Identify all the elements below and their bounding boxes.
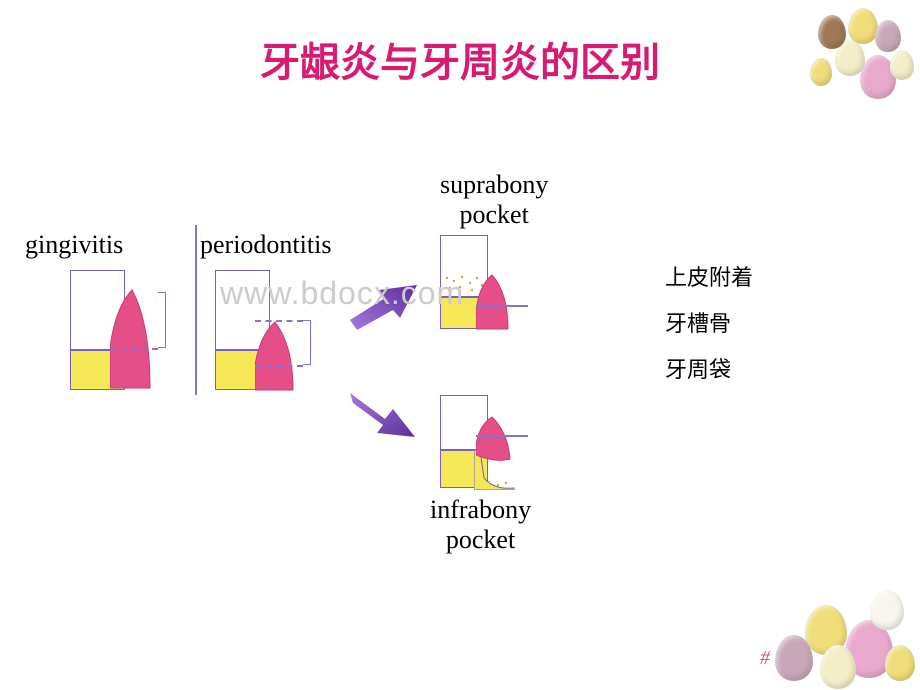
gingiva-shape [476, 273, 526, 331]
candy-decoration-bottom [750, 550, 920, 690]
label-suprabony-l1: suprabony [440, 170, 548, 200]
candy-decoration-top [770, 0, 920, 110]
label-infrabony-l2: pocket [430, 525, 531, 555]
gingiva-shape [476, 415, 526, 473]
term-2: 牙周袋 [665, 347, 753, 393]
watermark-text: www.bdocx.com [220, 275, 464, 312]
label-suprabony: suprabony pocket [440, 170, 548, 230]
label-suprabony-l2: pocket [440, 200, 548, 230]
label-gingivitis: gingivitis [25, 230, 123, 260]
arrow-to-infrabony [345, 385, 425, 445]
page-number: # [760, 647, 770, 670]
label-periodontitis: periodontitis [200, 230, 331, 260]
pocket-indicator-line [476, 435, 528, 437]
label-infrabony: infrabony pocket [430, 495, 531, 555]
label-infrabony-l1: infrabony [430, 495, 531, 525]
term-1: 牙槽骨 [665, 301, 753, 347]
gingiva-shape [110, 288, 165, 390]
term-0: 上皮附着 [665, 255, 753, 301]
separator-line [195, 225, 197, 395]
gingiva-shape [255, 320, 310, 392]
pocket-indicator-line [476, 305, 528, 307]
terms-list: 上皮附着 牙槽骨 牙周袋 [665, 255, 753, 394]
